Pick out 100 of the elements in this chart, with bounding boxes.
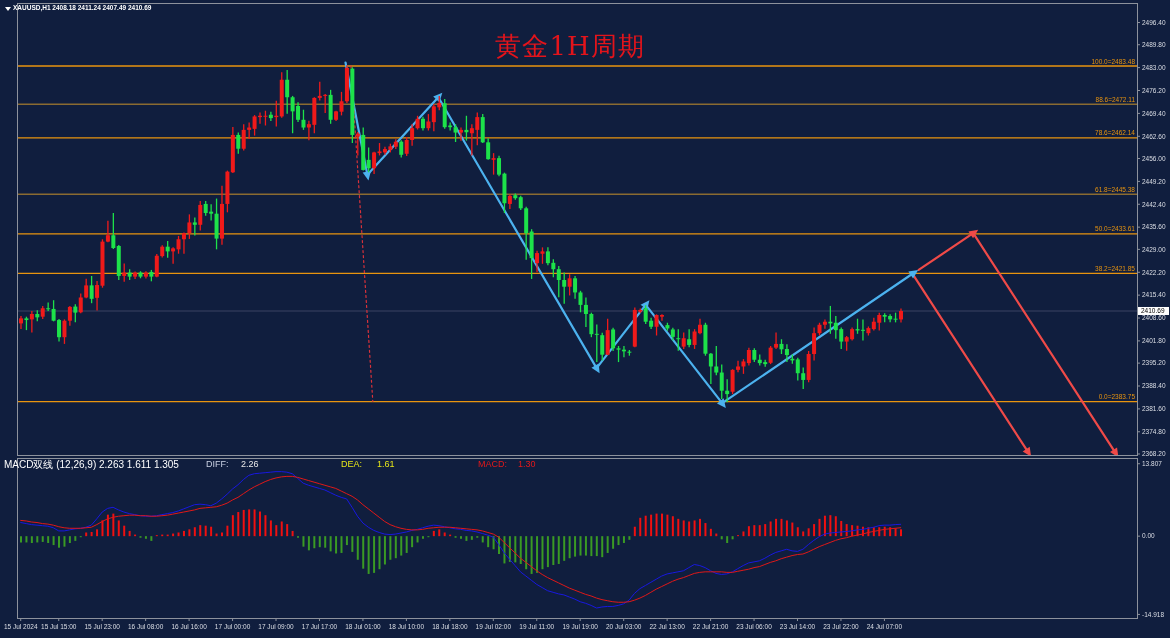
bar <box>329 536 332 552</box>
bar <box>275 525 278 537</box>
bar <box>30 536 33 543</box>
bar <box>579 536 582 556</box>
candlestick <box>594 324 599 363</box>
candlestick <box>784 344 789 363</box>
bar <box>677 518 680 537</box>
bar <box>193 527 196 537</box>
bar <box>150 536 153 541</box>
bar <box>47 536 50 543</box>
candlestick <box>171 247 176 264</box>
bar <box>541 536 544 570</box>
bar <box>655 513 658 537</box>
bar <box>552 536 555 566</box>
bar <box>671 516 674 537</box>
bar <box>666 514 669 537</box>
bar <box>563 536 566 561</box>
bar <box>123 525 126 537</box>
point <box>591 363 600 374</box>
annotation: 2.26 <box>241 459 259 469</box>
candlestick <box>459 127 463 141</box>
bar <box>112 513 115 537</box>
bar <box>389 536 392 560</box>
bar <box>769 521 772 537</box>
bar <box>726 536 729 543</box>
bar <box>291 530 294 537</box>
candlestick <box>19 316 23 330</box>
candlestick <box>154 254 159 278</box>
bar <box>25 536 28 543</box>
bar <box>101 520 104 537</box>
bar <box>601 536 604 558</box>
bar <box>525 536 528 570</box>
bar <box>584 536 587 556</box>
candlestick <box>611 327 616 351</box>
bar <box>487 536 490 548</box>
bar <box>818 518 821 537</box>
candlestick <box>187 214 192 239</box>
bar <box>356 536 359 560</box>
bar <box>899 529 902 537</box>
candlestick <box>181 232 186 254</box>
candlestick <box>556 265 561 298</box>
bar <box>628 536 631 540</box>
bar <box>220 532 223 537</box>
bar <box>286 524 289 537</box>
bar <box>704 523 707 537</box>
bar <box>595 536 598 557</box>
bar <box>546 536 549 568</box>
bar <box>373 536 376 573</box>
candlestick <box>372 151 377 174</box>
bar <box>699 518 701 537</box>
bar <box>796 527 799 537</box>
candlestick <box>78 293 83 314</box>
bar <box>199 525 202 537</box>
bar <box>411 536 414 548</box>
bar <box>90 531 93 537</box>
annotation: 1.61 <box>377 459 395 469</box>
bar <box>41 536 44 542</box>
text: 黄金1H周期 <box>495 31 645 61</box>
candlestick <box>600 332 605 361</box>
bar <box>58 536 61 548</box>
bar <box>785 520 788 537</box>
bar <box>335 536 338 554</box>
bar <box>633 526 636 537</box>
bar <box>302 536 305 547</box>
candlestick <box>29 310 34 333</box>
bar <box>753 525 756 537</box>
candlestick <box>84 278 89 299</box>
annotation: MACD双线 (12,26,9) 2.263 1.611 1.305 <box>4 459 179 470</box>
bar <box>345 536 348 546</box>
bar <box>226 525 229 537</box>
bar <box>709 528 712 537</box>
bar <box>96 529 99 537</box>
candlestick <box>774 332 779 349</box>
candlestick <box>730 369 735 395</box>
candlestick <box>578 290 583 313</box>
candlestick <box>355 131 360 156</box>
candlestick <box>573 275 578 299</box>
bar <box>117 520 120 537</box>
bar <box>813 524 816 537</box>
bar <box>74 536 77 541</box>
bar <box>590 536 593 557</box>
bar <box>747 526 750 537</box>
candlestick <box>860 319 865 341</box>
bar <box>313 536 316 549</box>
bar <box>682 520 685 537</box>
bar <box>660 513 663 537</box>
bar <box>465 536 468 541</box>
bar <box>400 536 403 556</box>
candlestick <box>562 272 567 304</box>
bar <box>791 522 794 537</box>
bar <box>775 518 778 537</box>
candlestick <box>567 274 572 296</box>
bar <box>394 536 397 559</box>
candlestick <box>491 153 496 175</box>
bar <box>188 529 191 537</box>
bar <box>780 518 783 537</box>
bar <box>307 536 310 551</box>
bar <box>383 536 386 565</box>
annotation: MACD: <box>478 459 507 469</box>
candlestick <box>105 220 110 243</box>
